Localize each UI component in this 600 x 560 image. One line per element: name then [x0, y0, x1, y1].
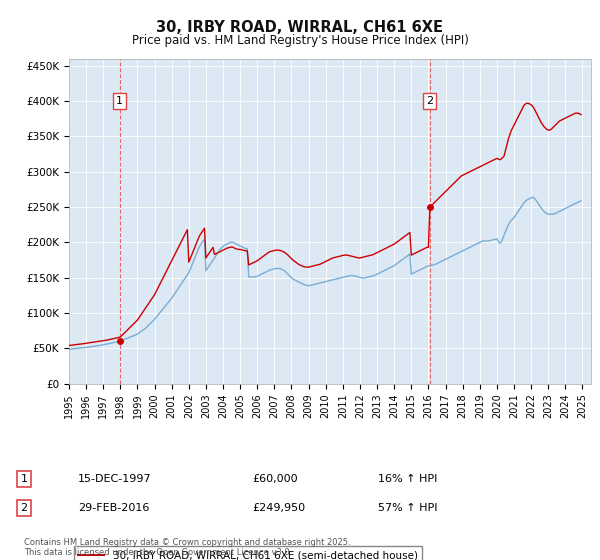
Text: 16% ↑ HPI: 16% ↑ HPI — [378, 474, 437, 484]
Text: Price paid vs. HM Land Registry's House Price Index (HPI): Price paid vs. HM Land Registry's House … — [131, 34, 469, 46]
Text: 1: 1 — [116, 96, 123, 106]
Text: 2: 2 — [20, 503, 28, 513]
Legend: 30, IRBY ROAD, WIRRAL, CH61 6XE (semi-detached house), HPI: Average price, semi-: 30, IRBY ROAD, WIRRAL, CH61 6XE (semi-de… — [74, 546, 422, 560]
Text: £249,950: £249,950 — [252, 503, 305, 513]
Text: 2: 2 — [426, 96, 433, 106]
Text: 30, IRBY ROAD, WIRRAL, CH61 6XE: 30, IRBY ROAD, WIRRAL, CH61 6XE — [157, 20, 443, 35]
Text: Contains HM Land Registry data © Crown copyright and database right 2025.
This d: Contains HM Land Registry data © Crown c… — [24, 538, 350, 557]
Text: 1: 1 — [20, 474, 28, 484]
Text: 29-FEB-2016: 29-FEB-2016 — [78, 503, 149, 513]
Text: 57% ↑ HPI: 57% ↑ HPI — [378, 503, 437, 513]
Text: £60,000: £60,000 — [252, 474, 298, 484]
Text: 15-DEC-1997: 15-DEC-1997 — [78, 474, 152, 484]
